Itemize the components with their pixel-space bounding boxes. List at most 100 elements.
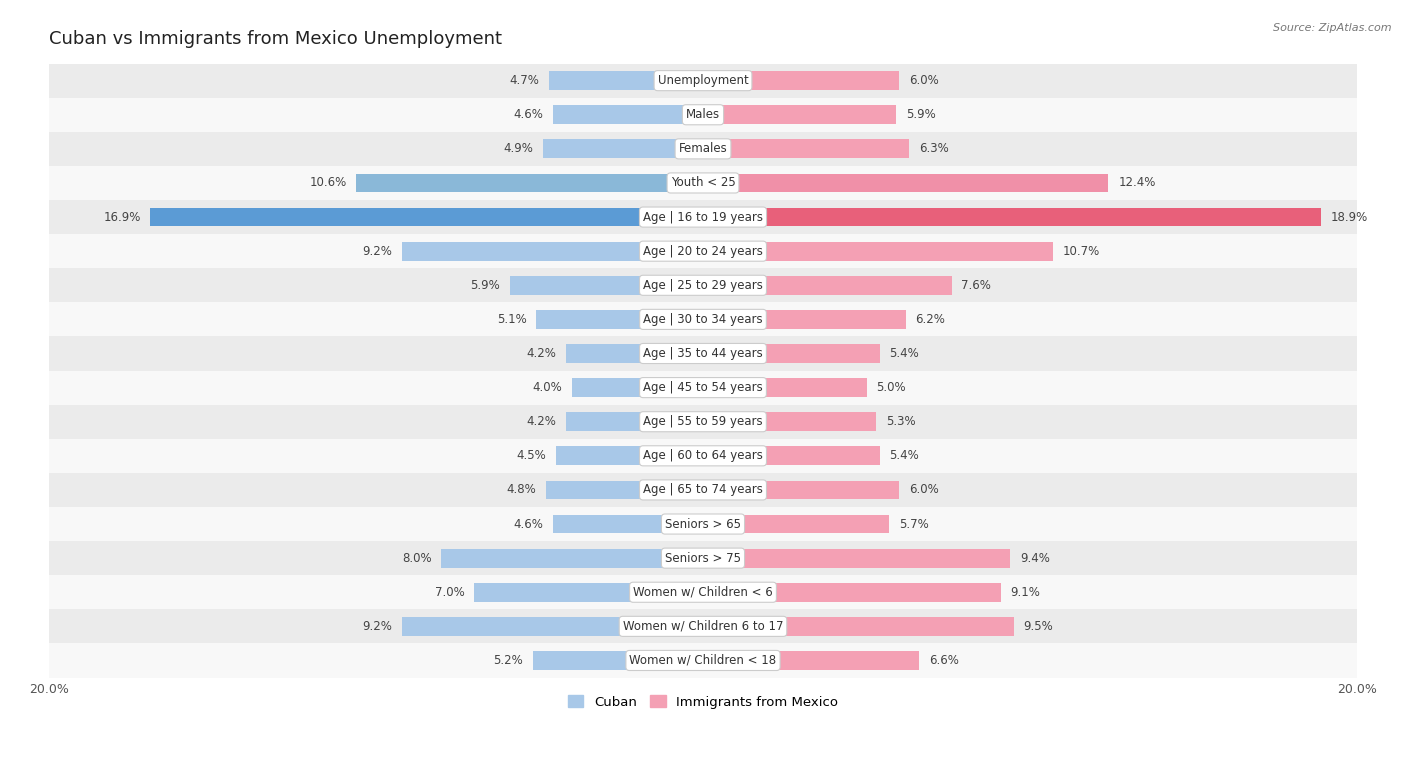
Text: 7.0%: 7.0%: [434, 586, 464, 599]
Text: Age | 25 to 29 years: Age | 25 to 29 years: [643, 279, 763, 291]
Bar: [703, 378, 866, 397]
Text: 4.2%: 4.2%: [526, 347, 555, 360]
Text: 6.6%: 6.6%: [928, 654, 959, 667]
Bar: [49, 439, 1357, 473]
Text: 5.3%: 5.3%: [886, 415, 915, 428]
Bar: [555, 447, 703, 466]
Bar: [49, 64, 1357, 98]
Text: 6.2%: 6.2%: [915, 313, 945, 326]
Text: 5.1%: 5.1%: [496, 313, 526, 326]
Text: Age | 55 to 59 years: Age | 55 to 59 years: [643, 415, 763, 428]
Bar: [703, 310, 905, 329]
Text: 16.9%: 16.9%: [103, 210, 141, 223]
Text: 10.6%: 10.6%: [309, 176, 346, 189]
Text: 4.5%: 4.5%: [516, 450, 546, 463]
Text: 18.9%: 18.9%: [1331, 210, 1368, 223]
Bar: [150, 207, 703, 226]
Bar: [572, 378, 703, 397]
Text: Age | 35 to 44 years: Age | 35 to 44 years: [643, 347, 763, 360]
Text: Seniors > 75: Seniors > 75: [665, 552, 741, 565]
Text: 4.6%: 4.6%: [513, 518, 543, 531]
Bar: [49, 200, 1357, 234]
Bar: [49, 166, 1357, 200]
Text: 9.1%: 9.1%: [1011, 586, 1040, 599]
Text: Cuban vs Immigrants from Mexico Unemployment: Cuban vs Immigrants from Mexico Unemploy…: [49, 30, 502, 48]
Bar: [49, 98, 1357, 132]
Text: 9.4%: 9.4%: [1021, 552, 1050, 565]
Text: 4.9%: 4.9%: [503, 142, 533, 155]
Bar: [703, 276, 952, 294]
Bar: [546, 481, 703, 500]
Text: 4.6%: 4.6%: [513, 108, 543, 121]
Bar: [550, 71, 703, 90]
Bar: [703, 139, 910, 158]
Bar: [543, 139, 703, 158]
Bar: [553, 105, 703, 124]
Bar: [703, 207, 1322, 226]
Text: Source: ZipAtlas.com: Source: ZipAtlas.com: [1274, 23, 1392, 33]
Bar: [703, 651, 918, 670]
Bar: [533, 651, 703, 670]
Bar: [49, 370, 1357, 405]
Bar: [703, 173, 1108, 192]
Bar: [703, 515, 890, 534]
Bar: [510, 276, 703, 294]
Bar: [565, 413, 703, 431]
Text: 7.6%: 7.6%: [962, 279, 991, 291]
Text: 5.4%: 5.4%: [890, 450, 920, 463]
Bar: [402, 241, 703, 260]
Bar: [441, 549, 703, 568]
Text: 6.3%: 6.3%: [918, 142, 949, 155]
Bar: [553, 515, 703, 534]
Bar: [703, 583, 1001, 602]
Bar: [703, 105, 896, 124]
Text: Age | 20 to 24 years: Age | 20 to 24 years: [643, 245, 763, 257]
Text: Females: Females: [679, 142, 727, 155]
Bar: [703, 549, 1011, 568]
Bar: [703, 481, 900, 500]
Text: Seniors > 65: Seniors > 65: [665, 518, 741, 531]
Bar: [402, 617, 703, 636]
Text: Age | 60 to 64 years: Age | 60 to 64 years: [643, 450, 763, 463]
Bar: [49, 268, 1357, 302]
Bar: [536, 310, 703, 329]
Text: 4.2%: 4.2%: [526, 415, 555, 428]
Text: Males: Males: [686, 108, 720, 121]
Bar: [49, 609, 1357, 643]
Text: 5.9%: 5.9%: [905, 108, 935, 121]
Bar: [703, 413, 876, 431]
Text: 5.9%: 5.9%: [471, 279, 501, 291]
Bar: [49, 234, 1357, 268]
Text: 4.8%: 4.8%: [506, 484, 536, 497]
Bar: [49, 336, 1357, 370]
Bar: [49, 132, 1357, 166]
Text: 4.7%: 4.7%: [509, 74, 540, 87]
Text: 9.5%: 9.5%: [1024, 620, 1053, 633]
Text: 5.2%: 5.2%: [494, 654, 523, 667]
Text: Youth < 25: Youth < 25: [671, 176, 735, 189]
Bar: [356, 173, 703, 192]
Text: 9.2%: 9.2%: [363, 620, 392, 633]
Bar: [49, 302, 1357, 336]
Text: 8.0%: 8.0%: [402, 552, 432, 565]
Text: 5.4%: 5.4%: [890, 347, 920, 360]
Text: Unemployment: Unemployment: [658, 74, 748, 87]
Bar: [703, 241, 1053, 260]
Bar: [703, 344, 880, 363]
Bar: [49, 575, 1357, 609]
Text: 5.7%: 5.7%: [900, 518, 929, 531]
Text: 5.0%: 5.0%: [876, 381, 905, 394]
Bar: [49, 541, 1357, 575]
Text: Women w/ Children 6 to 17: Women w/ Children 6 to 17: [623, 620, 783, 633]
Text: 4.0%: 4.0%: [533, 381, 562, 394]
Text: Women w/ Children < 6: Women w/ Children < 6: [633, 586, 773, 599]
Bar: [49, 473, 1357, 507]
Text: 9.2%: 9.2%: [363, 245, 392, 257]
Bar: [49, 643, 1357, 678]
Bar: [703, 71, 900, 90]
Text: Age | 30 to 34 years: Age | 30 to 34 years: [643, 313, 763, 326]
Text: 12.4%: 12.4%: [1118, 176, 1156, 189]
Text: 10.7%: 10.7%: [1063, 245, 1099, 257]
Bar: [49, 405, 1357, 439]
Text: Age | 45 to 54 years: Age | 45 to 54 years: [643, 381, 763, 394]
